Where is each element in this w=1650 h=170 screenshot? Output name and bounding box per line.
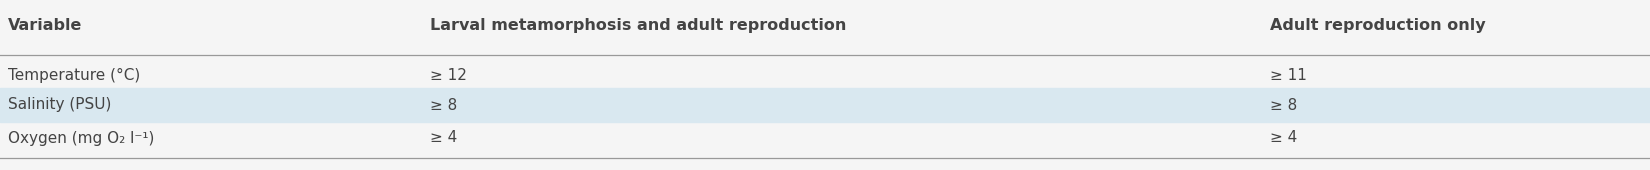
Text: ≥ 11: ≥ 11 (1270, 67, 1307, 82)
Text: ≥ 4: ≥ 4 (431, 131, 457, 146)
Bar (0, 88, 1650, 122)
Text: ≥ 8: ≥ 8 (431, 98, 457, 113)
Text: Variable: Variable (8, 18, 83, 33)
Text: Salinity (PSU): Salinity (PSU) (8, 98, 112, 113)
Text: Larval metamorphosis and adult reproduction: Larval metamorphosis and adult reproduct… (431, 18, 846, 33)
Text: ≥ 12: ≥ 12 (431, 67, 467, 82)
Text: Oxygen (mg O₂ l⁻¹): Oxygen (mg O₂ l⁻¹) (8, 131, 155, 146)
Text: ≥ 8: ≥ 8 (1270, 98, 1297, 113)
Text: ≥ 4: ≥ 4 (1270, 131, 1297, 146)
Text: Temperature (°C): Temperature (°C) (8, 67, 140, 82)
Text: Adult reproduction only: Adult reproduction only (1270, 18, 1485, 33)
